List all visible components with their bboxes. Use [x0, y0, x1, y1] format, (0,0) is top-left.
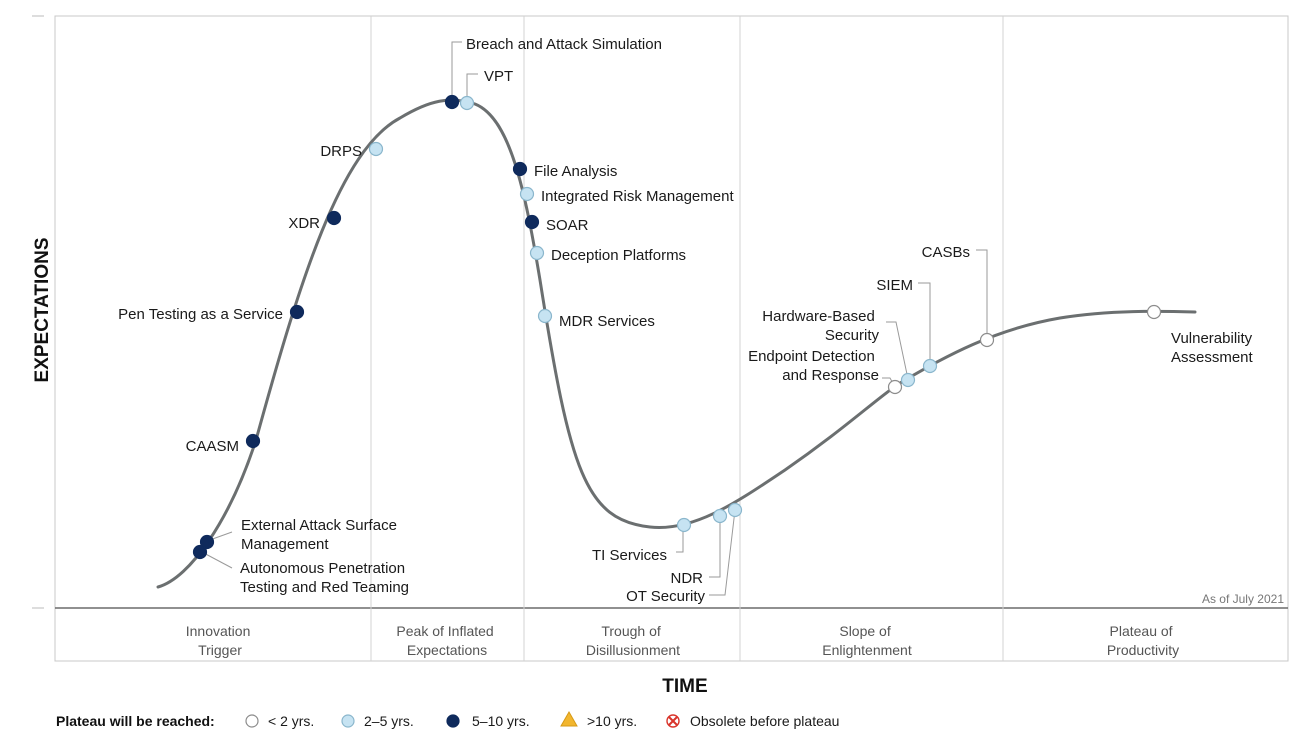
- point-autonomous-penetration-testing[interactable]: [192, 544, 208, 560]
- leader-breach-and-attack-simulation: [451, 41, 462, 100]
- label-ti-services: TI Services: [592, 547, 667, 564]
- phase-label-trough: Trough of Disillusionment: [586, 623, 680, 658]
- label-endpoint-detection-and-response: Endpoint Detection and Response: [748, 348, 879, 384]
- label-file-analysis: File Analysis: [534, 163, 617, 180]
- label-ndr: NDR: [671, 570, 704, 587]
- legend-label-obsolete: Obsolete before plateau: [690, 713, 839, 729]
- legend-swatch-2to5: [341, 714, 355, 728]
- label-pen-testing-as-a-service: Pen Testing as a Service: [118, 306, 283, 323]
- plot-area: [54, 15, 1289, 662]
- label-vulnerability-assessment: Vulnerability Assessment: [1171, 330, 1256, 366]
- leader-ndr: [709, 516, 721, 578]
- point-file-analysis[interactable]: [512, 161, 528, 177]
- point-integrated-risk-management[interactable]: [519, 186, 535, 202]
- point-pen-testing-as-a-service[interactable]: [289, 304, 305, 320]
- leader-hardware-based-security: [886, 321, 909, 380]
- label-vpt: VPT: [484, 68, 513, 85]
- legend-label-lt2: < 2 yrs.: [268, 713, 314, 729]
- phase-label-innovation: Innovation Trigger: [186, 623, 255, 658]
- leader-vpt: [466, 73, 478, 100]
- point-breach-and-attack-simulation[interactable]: [444, 94, 460, 110]
- leader-ot-security: [709, 509, 736, 596]
- point-drps[interactable]: [368, 141, 384, 157]
- point-caasm[interactable]: [245, 433, 261, 449]
- phase-label-slope: Slope of Enlightenment: [822, 623, 912, 658]
- phase-label-plateau: Plateau of Productivity: [1107, 623, 1179, 658]
- point-ndr[interactable]: [712, 508, 728, 524]
- label-soar: SOAR: [546, 217, 589, 234]
- label-xdr: XDR: [288, 215, 320, 232]
- leader-ti-services: [676, 525, 684, 553]
- y-axis-title: EXPECTATIONS: [32, 238, 53, 383]
- legend-label-gt10: >10 yrs.: [587, 713, 637, 729]
- point-ti-services[interactable]: [676, 517, 692, 533]
- label-casbs: CASBs: [922, 244, 970, 261]
- point-ot-security[interactable]: [727, 502, 743, 518]
- legend-swatch-5to10: [446, 714, 460, 728]
- leader-casbs: [976, 249, 988, 340]
- point-mdr-services[interactable]: [537, 308, 553, 324]
- legend-label-2to5: 2–5 yrs.: [364, 713, 414, 729]
- x-axis-title: TIME: [662, 676, 707, 697]
- point-external-attack-surface-management[interactable]: [199, 534, 215, 550]
- legend: Plateau will be reached: < 2 yrs. 2–5 yr…: [56, 710, 839, 729]
- label-deception-platforms: Deception Platforms: [551, 247, 686, 264]
- label-mdr-services: MDR Services: [559, 313, 655, 330]
- leader-lines: [199, 41, 988, 596]
- legend-swatch-lt2: [245, 714, 259, 728]
- point-siem[interactable]: [922, 358, 938, 374]
- label-autonomous-penetration-testing: Autonomous Penetration Testing and Red T…: [240, 560, 409, 596]
- point-xdr[interactable]: [326, 210, 342, 226]
- technology-labels: Breach and Attack Simulation VPT DRPS XD…: [118, 36, 1256, 605]
- point-hardware-based-security[interactable]: [900, 372, 916, 388]
- label-hardware-based-security: Hardware-Based Security: [762, 308, 879, 344]
- leader-siem: [918, 282, 931, 366]
- legend-swatch-gt10: [560, 710, 578, 727]
- label-external-attack-surface-management: External Attack Surface Management: [241, 517, 401, 553]
- point-deception-platforms[interactable]: [529, 245, 545, 261]
- hype-curve: [156, 98, 1197, 589]
- label-caasm: CAASM: [186, 438, 239, 455]
- label-ot-security: OT Security: [626, 588, 705, 605]
- label-integrated-risk-management: Integrated Risk Management: [541, 188, 734, 205]
- phase-label-peak: Peak of Inflated Expectations: [396, 623, 497, 658]
- point-soar[interactable]: [524, 214, 540, 230]
- technology-points: [192, 94, 1162, 560]
- phase-labels: Innovation Trigger Peak of Inflated Expe…: [186, 623, 1179, 658]
- legend-title: Plateau will be reached:: [56, 713, 215, 729]
- label-breach-and-attack-simulation: Breach and Attack Simulation: [466, 36, 662, 53]
- point-vulnerability-assessment[interactable]: [1146, 304, 1162, 320]
- as-of-date: As of July 2021: [1202, 592, 1284, 606]
- point-vpt[interactable]: [459, 95, 475, 111]
- legend-label-5to10: 5–10 yrs.: [472, 713, 530, 729]
- label-drps: DRPS: [320, 143, 362, 160]
- chart-frame: [32, 15, 1289, 662]
- legend-obsolete-x-stroke-2: [668, 716, 678, 726]
- point-casbs[interactable]: [979, 332, 995, 348]
- point-endpoint-detection-and-response[interactable]: [887, 379, 903, 395]
- label-siem: SIEM: [876, 277, 913, 294]
